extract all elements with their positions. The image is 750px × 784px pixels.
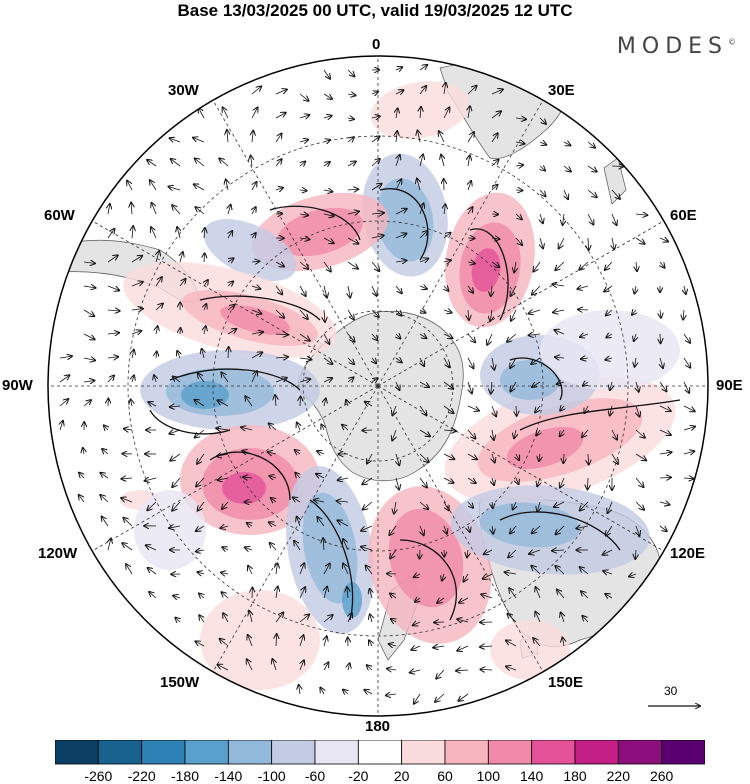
polar-map [0,0,750,730]
colorbar-tick-label: -140 [214,768,242,784]
lon-label-90w: 90W [2,377,33,394]
colorbar-swatch [575,740,618,764]
lon-label-60w: 60W [44,207,75,224]
colorbar-tick-label: 180 [563,768,586,784]
wind-vector [660,334,661,343]
colorbar-swatch [488,740,531,764]
wind-vector [578,309,588,310]
colorbar-swatch [142,740,185,764]
anomaly-region [540,310,680,390]
lon-label-0: 0 [372,36,380,53]
colorbar-tick-label: 100 [477,768,500,784]
wind-vector [587,478,588,489]
anomaly-region [490,620,570,680]
lon-label-180: 180 [365,718,390,735]
colorbar-swatch [98,740,141,764]
colorbar-swatch [228,740,271,764]
colorbar-swatch [358,740,401,764]
lon-label-150w: 150W [160,674,199,691]
wind-vector [419,550,420,559]
anomaly-region [134,490,206,570]
colorbar-swatch [445,740,488,764]
lon-label-120w: 120W [38,545,77,562]
colorbar-tick-label: 60 [437,768,453,784]
colorbar-swatch [315,740,358,764]
colorbar-tick-label: -20 [348,768,368,784]
colorbar-swatch [402,740,445,764]
colorbar-tick-label: 260 [650,768,673,784]
colorbar-swatch [618,740,661,764]
colorbar-tick-label: 220 [607,768,630,784]
lon-label-150e: 150E [548,674,583,691]
colorbar-tick-label: -60 [305,768,325,784]
lon-label-60e: 60E [670,207,697,224]
lon-label-30e: 30E [548,82,575,99]
colorbar-tick-label: -260 [84,768,112,784]
colorbar-tick-label: 140 [520,768,543,784]
colorbar-tick-label: 20 [394,768,410,784]
colorbar-swatch [532,740,575,764]
colorbar [55,740,705,766]
lon-label-30w: 30W [168,82,199,99]
colorbar-tick-label: -180 [171,768,199,784]
colorbar-tick-label: -100 [258,768,286,784]
colorbar-swatch [272,740,315,764]
lon-label-120e: 120E [670,545,705,562]
colorbar-swatch [55,740,98,764]
colorbar-swatch [662,740,705,764]
anomaly-region [181,381,229,409]
colorbar-tick-label: -220 [128,768,156,784]
lon-label-90e: 90E [716,377,743,394]
reference-vector-label: 30 [664,684,677,698]
colorbar-swatch [185,740,228,764]
